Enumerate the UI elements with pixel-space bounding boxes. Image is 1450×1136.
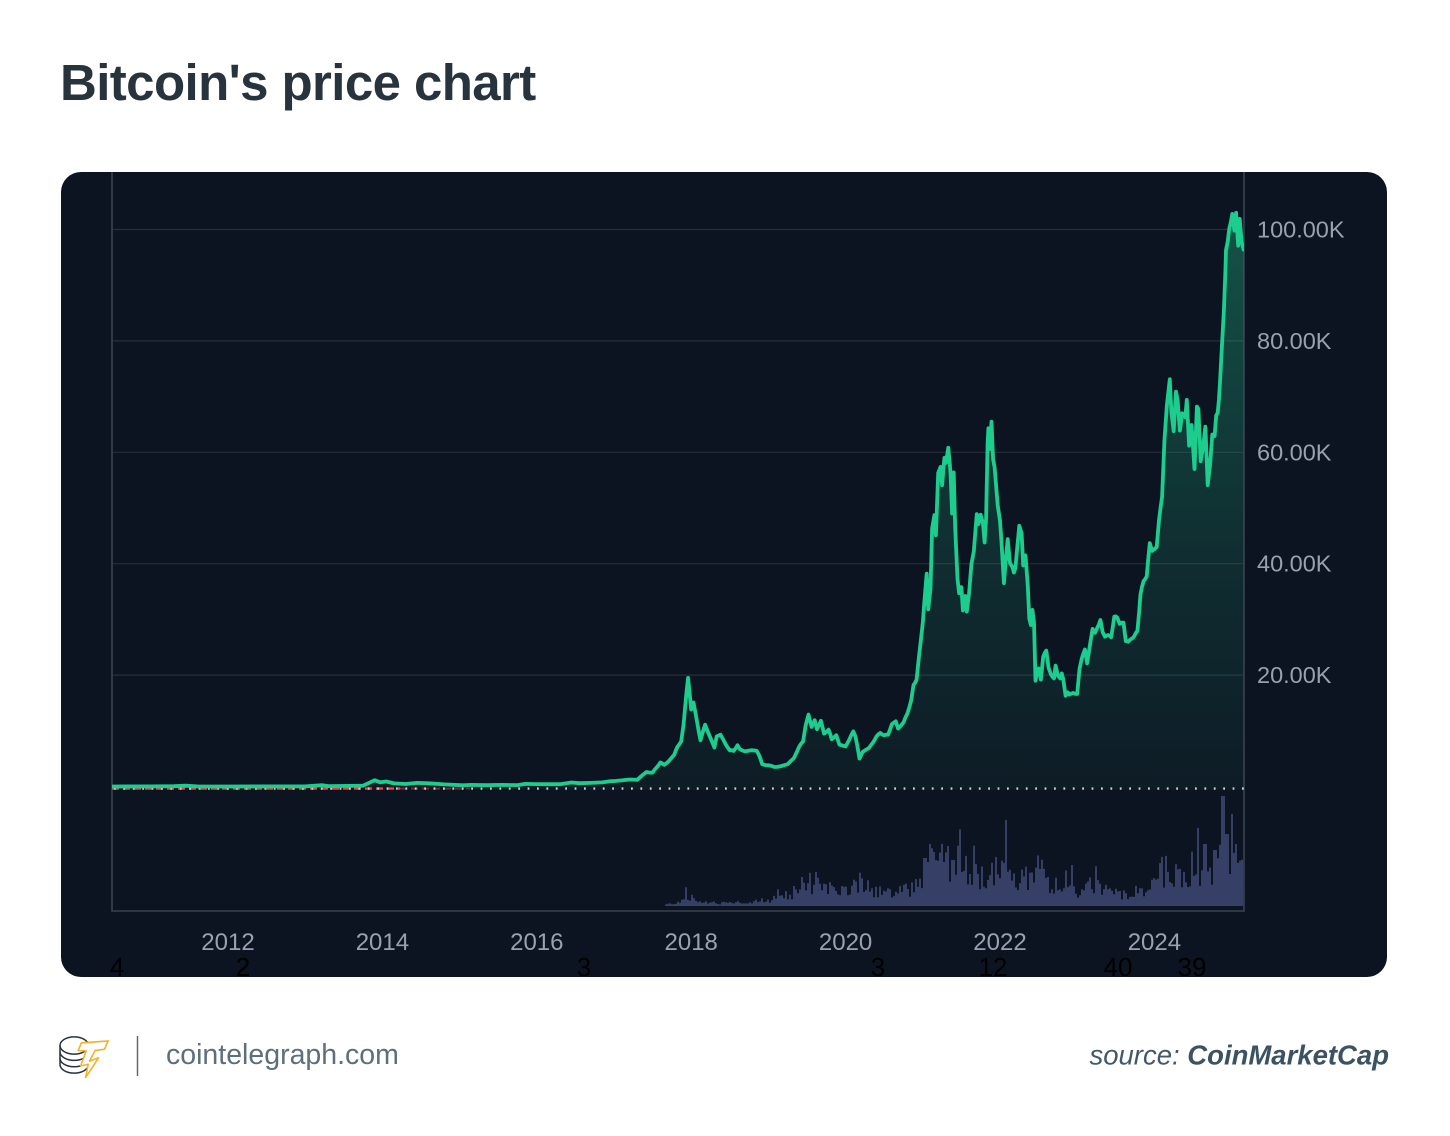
svg-text:39: 39 xyxy=(1178,952,1207,982)
svg-text:cointelegraph.com: cointelegraph.com xyxy=(166,1039,399,1071)
svg-text:40.00K: 40.00K xyxy=(1257,551,1332,577)
svg-text:2024: 2024 xyxy=(1128,929,1181,956)
svg-text:2018: 2018 xyxy=(665,929,718,956)
svg-text:source: CoinMarketCap: source: CoinMarketCap xyxy=(1089,1040,1389,1071)
svg-text:40: 40 xyxy=(1104,952,1133,982)
svg-text:2020: 2020 xyxy=(819,929,872,956)
svg-text:80.00K: 80.00K xyxy=(1257,328,1332,354)
svg-text:3: 3 xyxy=(871,952,885,982)
svg-text:4: 4 xyxy=(110,952,124,982)
svg-text:2014: 2014 xyxy=(356,929,409,956)
svg-text:2012: 2012 xyxy=(201,929,254,956)
svg-text:2: 2 xyxy=(236,952,250,982)
svg-text:2022: 2022 xyxy=(973,929,1026,956)
svg-text:20.00K: 20.00K xyxy=(1257,662,1332,688)
svg-text:3: 3 xyxy=(577,952,591,982)
svg-text:12: 12 xyxy=(979,952,1008,982)
svg-text:100.00K: 100.00K xyxy=(1257,217,1345,243)
svg-text:2016: 2016 xyxy=(510,929,563,956)
svg-text:60.00K: 60.00K xyxy=(1257,439,1332,465)
